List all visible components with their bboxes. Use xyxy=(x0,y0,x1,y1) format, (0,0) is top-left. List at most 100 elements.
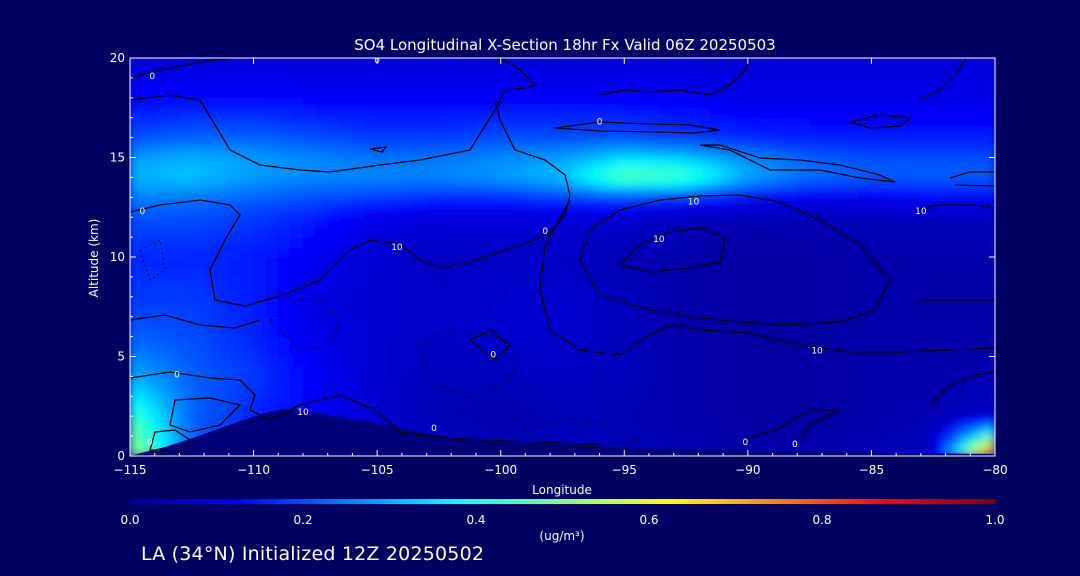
heat-cell xyxy=(401,226,415,238)
heat-cell xyxy=(796,405,811,417)
heat-cell xyxy=(685,336,699,348)
heat-cell xyxy=(809,286,823,298)
heat-cell xyxy=(537,316,551,328)
heat-cell xyxy=(463,316,477,328)
heat-cell xyxy=(537,137,551,149)
heat-cell xyxy=(710,286,724,298)
heat-cell xyxy=(710,147,724,158)
heat-cell xyxy=(512,266,526,278)
heat-cell xyxy=(327,157,341,168)
heat-cell xyxy=(487,147,502,158)
heat-cell xyxy=(475,356,489,367)
heat-cell xyxy=(945,425,959,437)
heat-cell xyxy=(809,127,823,139)
heat-cell xyxy=(833,336,848,348)
heat-cell xyxy=(648,375,662,387)
heat-cell xyxy=(438,216,452,228)
heat-cell xyxy=(253,356,267,367)
heat-cell xyxy=(611,296,625,308)
heat-cell xyxy=(389,326,403,338)
heat-cell xyxy=(599,385,613,397)
heat-cell xyxy=(327,306,341,318)
heat-cell xyxy=(660,226,675,238)
heat-cell xyxy=(796,375,811,387)
heat-cell xyxy=(908,77,922,89)
heat-cell xyxy=(141,415,156,427)
heat-cell xyxy=(562,356,576,367)
heat-cell xyxy=(314,346,329,357)
heat-cell xyxy=(537,256,551,268)
heat-cell xyxy=(685,67,699,79)
heat-cell xyxy=(549,137,563,149)
heat-cell xyxy=(673,236,687,248)
heat-cell xyxy=(463,196,477,208)
heat-cell xyxy=(747,365,761,377)
heat-cell xyxy=(130,425,143,437)
heat-cell xyxy=(932,58,947,69)
heat-cell xyxy=(141,336,156,348)
heat-cell xyxy=(401,87,415,99)
heat-cell xyxy=(895,246,909,258)
heat-cell xyxy=(735,97,749,109)
heat-cell xyxy=(821,127,835,139)
heat-cell xyxy=(154,375,168,387)
heat-cell xyxy=(673,186,687,198)
heat-cell xyxy=(685,58,699,69)
heat-cell xyxy=(586,166,601,178)
heat-cell xyxy=(549,176,563,188)
heat-cell xyxy=(130,226,143,238)
heat-cell xyxy=(722,127,736,139)
heat-cell xyxy=(722,137,736,149)
heat-cell xyxy=(166,236,180,248)
heat-cell xyxy=(438,326,452,338)
heat-cell xyxy=(141,346,156,357)
heat-cell xyxy=(191,306,205,318)
heat-cell xyxy=(586,425,601,437)
heat-cell xyxy=(821,176,835,188)
heat-cell xyxy=(722,107,736,119)
heat-cell xyxy=(735,236,749,248)
heat-cell xyxy=(796,127,811,139)
heat-cell xyxy=(611,87,625,99)
heat-cell xyxy=(982,296,995,308)
heat-cell xyxy=(660,356,675,367)
heat-cell xyxy=(141,127,156,139)
heat-cell xyxy=(599,296,613,308)
heat-cell xyxy=(314,157,329,168)
heat-cell xyxy=(982,117,995,129)
heat-cell xyxy=(240,186,255,198)
heat-cell xyxy=(339,356,353,367)
heat-cell xyxy=(327,405,341,417)
heat-cell xyxy=(524,77,539,89)
heat-cell xyxy=(969,425,984,437)
heat-cell xyxy=(796,316,811,328)
heat-cell xyxy=(735,395,749,407)
heat-cell xyxy=(203,346,217,357)
heat-cell xyxy=(130,296,143,308)
heat-cell xyxy=(351,346,366,357)
footer-caption: LA (34°N) Initialized 12Z 20250502 xyxy=(141,543,485,565)
heat-cell xyxy=(450,246,465,258)
heat-cell xyxy=(351,286,366,298)
heat-cell xyxy=(611,137,625,149)
heat-cell xyxy=(450,365,465,377)
heat-cell xyxy=(809,385,823,397)
heat-cell xyxy=(920,127,934,139)
heat-cell xyxy=(265,405,279,417)
heat-cell xyxy=(908,316,922,328)
heat-cell xyxy=(895,186,909,198)
heat-cell xyxy=(636,326,650,338)
heat-cell xyxy=(870,435,885,447)
heat-cell xyxy=(475,326,489,338)
heat-cell xyxy=(870,425,885,437)
heat-cell xyxy=(821,306,835,318)
heat-cell xyxy=(945,236,959,248)
heat-cell xyxy=(623,365,638,377)
heat-cell xyxy=(216,157,230,168)
heat-cell xyxy=(969,147,984,158)
heat-cell xyxy=(364,186,378,198)
heat-cell xyxy=(265,196,279,208)
heat-cell xyxy=(500,306,514,318)
heat-cell xyxy=(945,326,959,338)
heat-cell xyxy=(487,127,502,139)
